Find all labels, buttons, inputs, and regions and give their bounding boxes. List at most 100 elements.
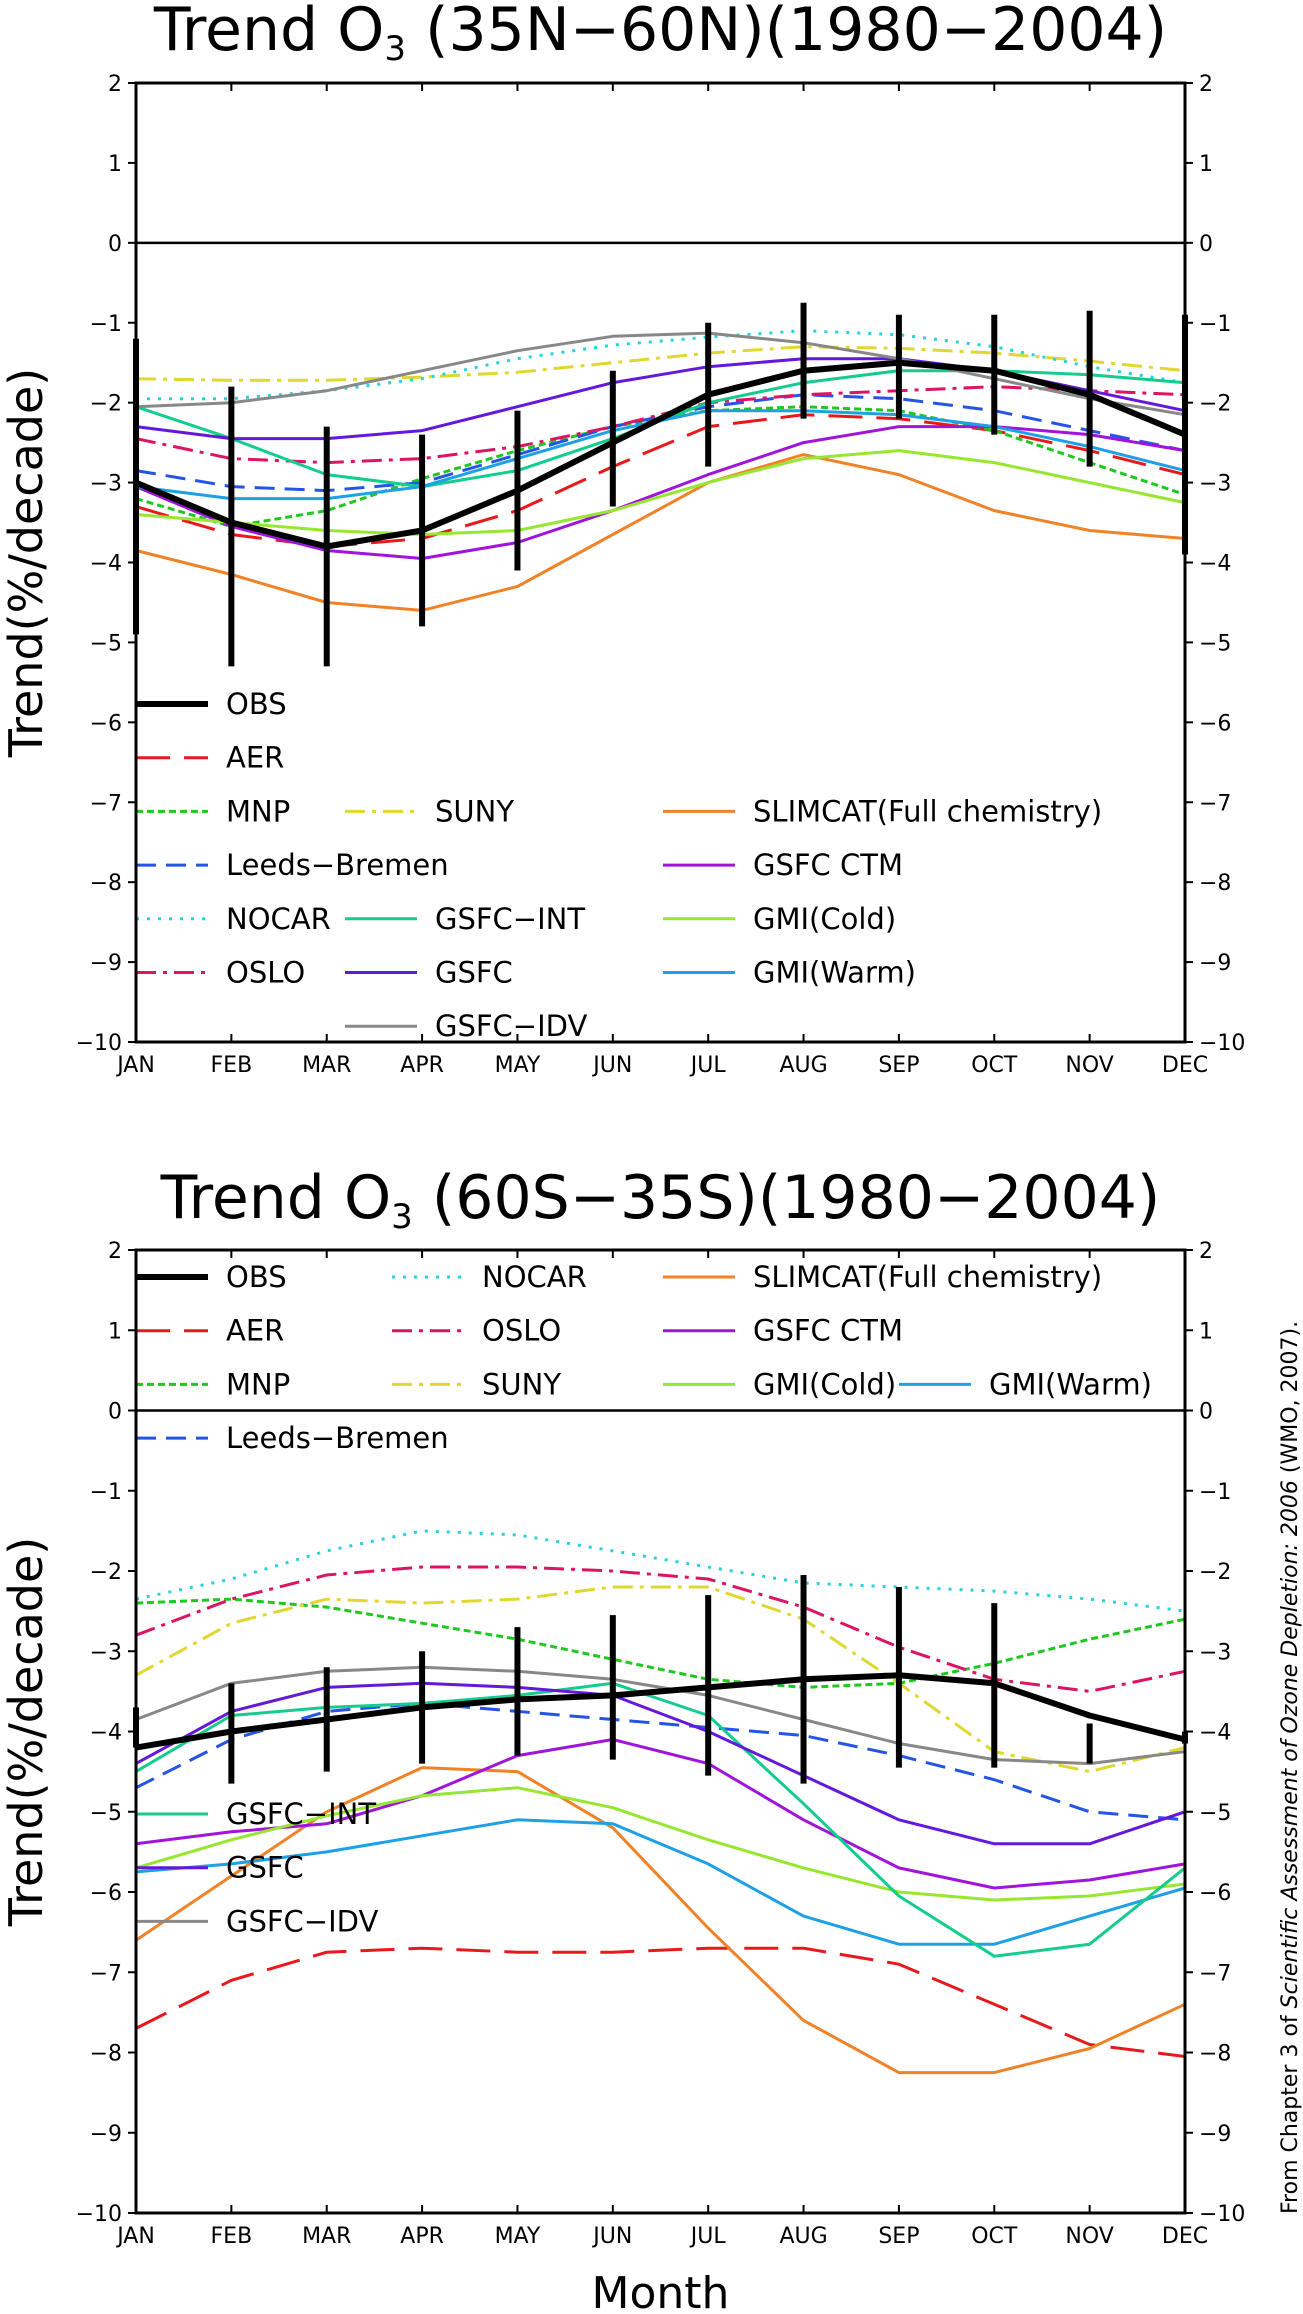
series-line-gmi-warm [135, 409, 1186, 501]
plot-frame [134, 1248, 1187, 2215]
series-line-slimcat-full-chemistry [135, 453, 1186, 612]
x-tick-label: MAR [302, 1053, 351, 1078]
source-caption: From Chapter 3 of Scientific Assessment … [1278, 1321, 1303, 2214]
legend-label-mnp: MNP [226, 794, 290, 828]
chart-title-subscript: 3 [391, 1197, 413, 1237]
series-line-gsfc-idv [135, 331, 1186, 417]
series-line-gmi-cold [135, 1786, 1186, 1902]
legend-label-obs: OBS [226, 687, 287, 721]
series-line-gmi-cold [135, 449, 1186, 536]
legend-label-gmi-cold: GMI(Cold) [753, 902, 896, 936]
series-line-mnp [135, 1597, 1186, 1689]
y-tick-label-left: −6 [90, 711, 122, 736]
legend-label-suny: SUNY [482, 1367, 561, 1401]
legend-label-oslo: OSLO [226, 956, 305, 990]
y-tick-label-right: −10 [1199, 1031, 1245, 1056]
x-tick-label: JUL [689, 2224, 727, 2249]
legend-label-slimcat-full-chemistry: SLIMCAT(Full chemistry) [753, 794, 1102, 828]
series-line-obs [135, 1672, 1186, 1751]
y-tick-label-right: −2 [1199, 392, 1231, 417]
x-tick-label: OCT [971, 2224, 1018, 2249]
y-tick-label-left: −3 [90, 1640, 122, 1665]
x-tick-label: AUG [779, 2224, 827, 2249]
y-tick-label-left: −5 [90, 631, 122, 656]
y-tick-label-right: 2 [1199, 1239, 1213, 1264]
y-tick-label-left: 1 [108, 1319, 122, 1344]
series-line-aer [135, 413, 1186, 548]
y-tick-label-left: −9 [90, 951, 122, 976]
y-tick-label-left: −5 [90, 1801, 122, 1826]
series-line-gsfc-int [135, 1681, 1186, 1958]
y-tick-label-left: −4 [90, 552, 122, 577]
series-line-aer [135, 1946, 1186, 2058]
x-tick-label: FEB [211, 2224, 253, 2249]
y-tick-label-right: −5 [1199, 631, 1231, 656]
series-line-slimcat-full-chemistry [135, 1766, 1186, 2075]
y-tick-label-left: −3 [90, 472, 122, 497]
series-line-nocar [136, 329, 1186, 401]
x-tick-label: JUL [689, 1053, 727, 1078]
y-tick-label-left: −7 [90, 1961, 122, 1986]
x-tick-label: JAN [115, 2224, 155, 2249]
svg-text:From Chapter 3 of Scientific A: From Chapter 3 of Scientific Assessment … [1278, 1321, 1303, 2214]
y-tick-label-right: 1 [1199, 152, 1213, 177]
x-tick-label: DEC [1162, 2224, 1208, 2249]
y-tick-label-right: −4 [1199, 1721, 1231, 1746]
caption-prefix: From Chapter 3 of [1278, 2008, 1303, 2214]
x-tick-label: APR [400, 1053, 444, 1078]
x-tick-label: APR [400, 2224, 444, 2249]
x-tick-label: NOV [1065, 2224, 1113, 2249]
y-tick-label-left: −8 [90, 2042, 122, 2067]
y-tick-label-left: 1 [108, 152, 122, 177]
series-line-leeds-bremen [135, 1701, 1186, 1822]
series-line-gsfc-ctm [135, 425, 1186, 560]
y-tick-label-left: −7 [90, 791, 122, 816]
y-tick-label-right: −7 [1199, 1961, 1231, 1986]
x-tick-label: FEB [211, 1053, 253, 1078]
caption-italic: Scientific Assessment of Ozone Depletion… [1278, 1480, 1303, 2008]
legend-label-obs: OBS [226, 1260, 287, 1294]
series-line-oslo [135, 385, 1186, 465]
x-tick-label: DEC [1162, 1053, 1208, 1078]
y-tick-label-right: −6 [1199, 1881, 1231, 1906]
y-tick-label-right: −1 [1199, 1480, 1231, 1505]
y-tick-label-left: −2 [90, 392, 122, 417]
legend-label-gsfc-int: GSFC−INT [226, 1797, 376, 1831]
chart-title: Trend O3 (60S−35S)(1980−2004) [160, 1163, 1161, 1237]
y-tick-label-right: 2 [1199, 72, 1213, 97]
legend-label-gsfc: GSFC [226, 1851, 304, 1885]
legend-label-slimcat-full-chemistry: SLIMCAT(Full chemistry) [753, 1260, 1102, 1294]
y-tick-label-left: −1 [90, 312, 122, 337]
y-tick-label-right: 0 [1199, 232, 1213, 257]
chart-title-subscript: 3 [384, 29, 406, 69]
y-tick-label-right: −8 [1199, 871, 1231, 896]
x-tick-label: MAY [495, 1053, 541, 1078]
x-tick-label: AUG [779, 1053, 827, 1078]
chart-title-rest: (60S−35S)(1980−2004) [413, 1163, 1161, 1233]
y-axis-label: Trend(%/decade) [0, 368, 53, 758]
y-tick-label-right: 0 [1199, 1400, 1213, 1425]
legend-label-gmi-warm: GMI(Warm) [989, 1367, 1152, 1401]
legend-label-suny: SUNY [435, 794, 514, 828]
y-tick-label-right: −9 [1199, 951, 1231, 976]
series-line-obs [134, 359, 1187, 550]
series-line-gsfc [135, 1681, 1186, 1846]
legend-label-gsfc-idv: GSFC−IDV [435, 1009, 587, 1043]
legend-label-oslo: OSLO [482, 1314, 561, 1348]
y-tick-label-right: −5 [1199, 1801, 1231, 1826]
series-line-gmi-warm [135, 1818, 1186, 1946]
chart-title: Trend O3 (35N−60N)(1980−2004) [153, 0, 1167, 69]
y-tick-label-left: 0 [108, 232, 122, 257]
x-tick-label: SEP [878, 1053, 919, 1078]
y-tick-label-left: −2 [90, 1560, 122, 1585]
plot-frame [134, 81, 1187, 1044]
y-tick-label-right: −6 [1199, 711, 1231, 736]
legend-label-nocar: NOCAR [226, 902, 331, 936]
y-tick-label-left: 2 [108, 72, 122, 97]
legend-label-gsfc-idv: GSFC−IDV [226, 1904, 378, 1938]
y-tick-label-left: −1 [90, 1480, 122, 1505]
legend-label-gmi-warm: GMI(Warm) [753, 956, 916, 990]
y-tick-label-right: −9 [1199, 2122, 1231, 2147]
panel-south-midlatitudes: Trend O3 (60S−35S)(1980−2004) Trend(%/dec… [0, 1163, 1245, 2314]
